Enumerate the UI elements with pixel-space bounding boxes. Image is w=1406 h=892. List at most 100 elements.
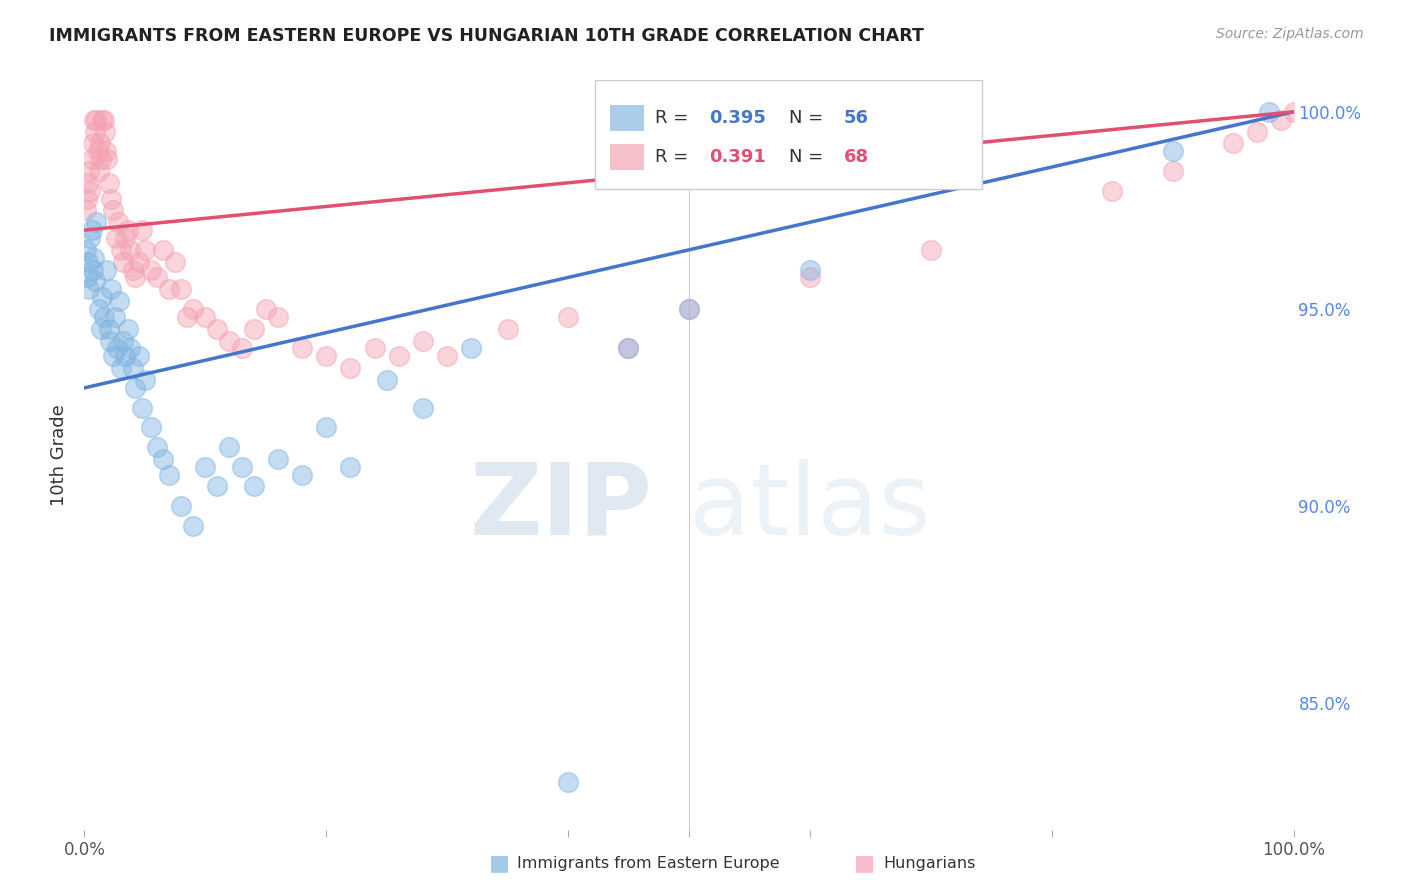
Point (112, 334, 135, 348)
Point (152, 243, 174, 257)
Text: ZIP: ZIP (470, 458, 652, 556)
Point (103, 203, 125, 218)
Point (120, 342, 142, 356)
Point (128, 349, 150, 363)
Point (93, 310, 115, 324)
Point (134, 243, 156, 257)
Point (117, 223, 139, 237)
Point (83, 112, 105, 127)
Point (103, 349, 125, 363)
Text: 56: 56 (844, 109, 869, 127)
Point (91, 290, 114, 304)
Point (920, 243, 942, 257)
Point (75, 243, 97, 257)
Point (617, 342, 640, 356)
Point (124, 381, 146, 395)
Point (157, 282, 180, 296)
Point (1282, 104, 1305, 119)
Point (89, 136, 111, 151)
Point (91, 112, 114, 127)
Text: N =: N = (789, 109, 830, 127)
Point (75, 203, 97, 218)
Text: atlas: atlas (689, 458, 931, 556)
Point (242, 479, 264, 493)
Point (79, 184, 101, 198)
Point (90, 152, 112, 166)
Point (254, 301, 277, 316)
Point (117, 322, 139, 336)
Y-axis label: 10th Grade: 10th Grade (49, 404, 67, 506)
Text: ■: ■ (489, 854, 509, 873)
Point (146, 270, 169, 285)
Point (267, 310, 290, 324)
Point (170, 499, 193, 513)
Text: R =: R = (655, 148, 695, 166)
Point (460, 342, 482, 356)
Point (80, 152, 103, 166)
Point (181, 519, 204, 533)
Point (231, 342, 253, 356)
Point (82, 136, 104, 151)
Point (79, 231, 101, 245)
Point (207, 479, 229, 493)
Point (181, 301, 204, 316)
Point (139, 262, 162, 277)
Text: 0.391: 0.391 (710, 148, 766, 166)
Text: 68: 68 (844, 148, 869, 166)
Point (1222, 136, 1244, 151)
Point (291, 342, 314, 356)
Point (93, 112, 115, 127)
Point (83, 251, 105, 265)
Point (152, 451, 174, 466)
Point (84, 124, 107, 138)
Text: R =: R = (655, 109, 695, 127)
Point (110, 361, 132, 376)
Point (87, 301, 110, 316)
Point (131, 401, 153, 415)
Point (94, 124, 117, 138)
Text: IMMIGRANTS FROM EASTERN EUROPE VS HUNGARIAN 10TH GRADE CORRELATION CHART: IMMIGRANTS FROM EASTERN EUROPE VS HUNGAR… (49, 27, 924, 45)
Point (557, 310, 579, 324)
Point (339, 459, 361, 474)
Point (231, 459, 253, 474)
Point (87, 164, 110, 178)
Point (194, 459, 217, 474)
Point (96, 152, 118, 166)
Point (207, 322, 229, 336)
Point (218, 440, 240, 454)
Point (170, 282, 193, 296)
Point (77, 164, 100, 178)
Point (105, 342, 128, 356)
Point (496, 322, 519, 336)
Point (1161, 164, 1184, 178)
Point (131, 223, 153, 237)
Point (80, 223, 103, 237)
Point (363, 342, 385, 356)
Point (86, 145, 108, 159)
Point (97, 322, 120, 336)
Point (146, 440, 169, 454)
Point (1161, 145, 1184, 159)
Point (1101, 184, 1123, 198)
Point (267, 451, 290, 466)
Point (114, 349, 136, 363)
Point (100, 282, 122, 296)
Point (104, 231, 127, 245)
Point (176, 310, 198, 324)
Bar (610, 105, 644, 131)
Point (799, 270, 821, 285)
Point (315, 349, 337, 363)
Point (94, 145, 117, 159)
Point (134, 373, 156, 387)
Point (86, 215, 108, 229)
Point (194, 310, 217, 324)
Point (1258, 104, 1281, 119)
Point (110, 243, 132, 257)
Point (1246, 124, 1268, 138)
Point (82, 262, 104, 277)
Point (77, 282, 100, 296)
Point (104, 310, 127, 324)
Point (412, 334, 434, 348)
Point (165, 254, 187, 268)
Point (412, 401, 434, 415)
